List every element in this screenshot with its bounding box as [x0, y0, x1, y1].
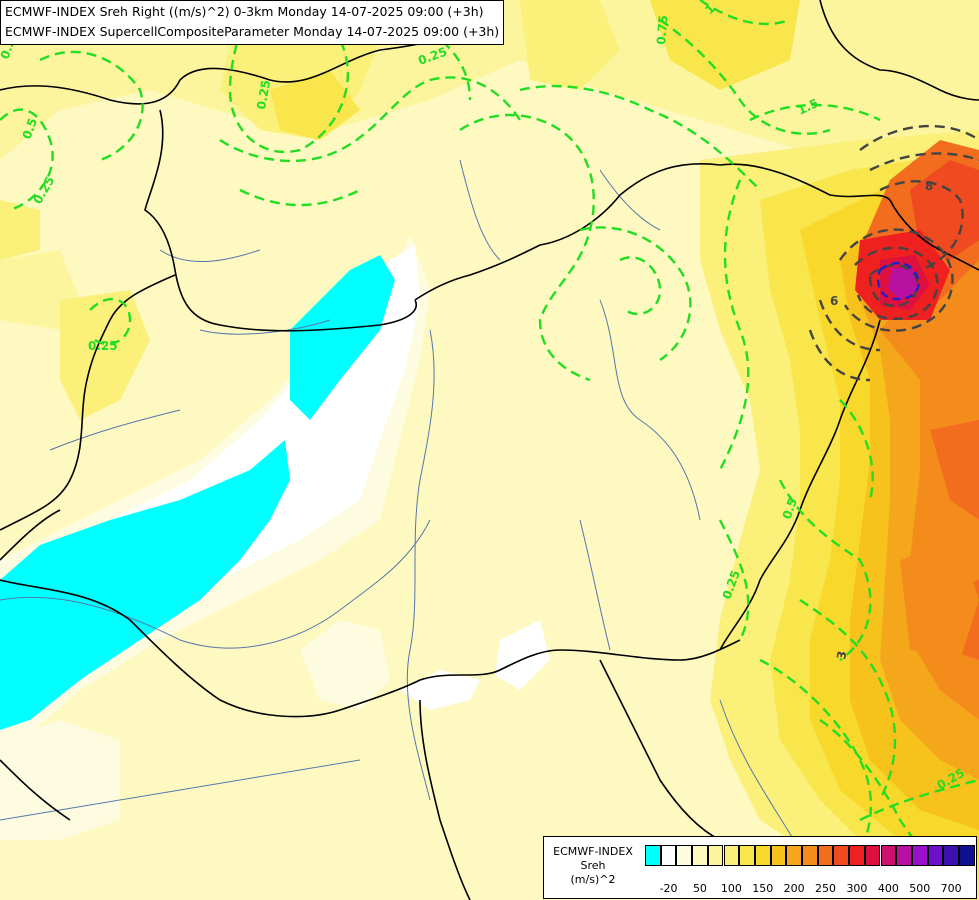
contour-label: 0.25: [254, 79, 273, 111]
legend-swatch: [817, 845, 834, 866]
contour-labels-high: 8 6 3: [830, 179, 933, 661]
contour-label: 0.75: [654, 15, 671, 46]
map-title: ECMWF-INDEX Sreh Right ((m/s)^2) 0-3km M…: [0, 0, 505, 45]
contour-label: 3: [834, 650, 849, 661]
legend-swatch: [645, 845, 661, 866]
legend-swatch: [959, 845, 975, 866]
contour-label: 0.5: [780, 496, 800, 521]
legend-swatch: [754, 845, 771, 866]
legend-tick-label: 300: [846, 882, 868, 895]
legend-swatch: [943, 845, 959, 866]
color-legend: ECMWF-INDEX Sreh (m/s)^2 -20 50 100 150 200 2…: [543, 836, 977, 899]
legend-tick-label: 200: [783, 882, 805, 895]
legend-swatch: [802, 845, 818, 866]
contour-label: 8: [925, 179, 933, 193]
contour-label: 0.5: [20, 116, 40, 141]
legend-tick-label: -20: [659, 882, 678, 895]
legend-swatch: [660, 845, 677, 866]
legend-tick-label: 400: [877, 882, 899, 895]
legend-swatch: [833, 845, 850, 866]
legend-param: Sreh: [580, 859, 606, 872]
title-line-sreh: ECMWF-INDEX Sreh Right ((m/s)^2) 0-3km M…: [5, 4, 484, 19]
legend-swatch: [911, 845, 928, 866]
legend-swatch: [739, 845, 755, 866]
legend-swatch: [849, 845, 865, 866]
legend-swatch: [864, 845, 881, 866]
legend-tick-label: 100: [720, 882, 742, 895]
title-line-scp: ECMWF-INDEX SupercellCompositeParameter …: [5, 24, 500, 39]
sreh-field-warm: [700, 130, 979, 900]
legend-caption: ECMWF-INDEX Sreh (m/s)^2: [544, 845, 642, 887]
legend-tick-label: 150: [752, 882, 774, 895]
legend-source: ECMWF-INDEX: [553, 845, 633, 858]
legend-swatch: [676, 845, 693, 866]
legend-swatch: [770, 845, 787, 866]
legend-swatch: [707, 845, 724, 866]
legend-swatch: [896, 845, 912, 866]
scp-contours-max: [876, 261, 920, 301]
legend-unit: (m/s)^2: [570, 873, 616, 886]
legend-tick-label: 700: [940, 882, 962, 895]
sreh-field-low: [0, 235, 550, 840]
legend-swatch: [786, 845, 802, 866]
scp-contours-high: [808, 124, 979, 382]
legend-tick-label: 500: [909, 882, 931, 895]
contour-label: 0.25: [88, 339, 118, 353]
legend-tick-label: 250: [815, 882, 837, 895]
contour-label: 6: [830, 294, 838, 308]
legend-swatch: [880, 845, 897, 866]
legend-swatch: [692, 845, 708, 866]
legend-tick-label: 50: [692, 882, 707, 895]
legend-swatch: [723, 845, 740, 866]
legend-swatch: [927, 845, 944, 866]
